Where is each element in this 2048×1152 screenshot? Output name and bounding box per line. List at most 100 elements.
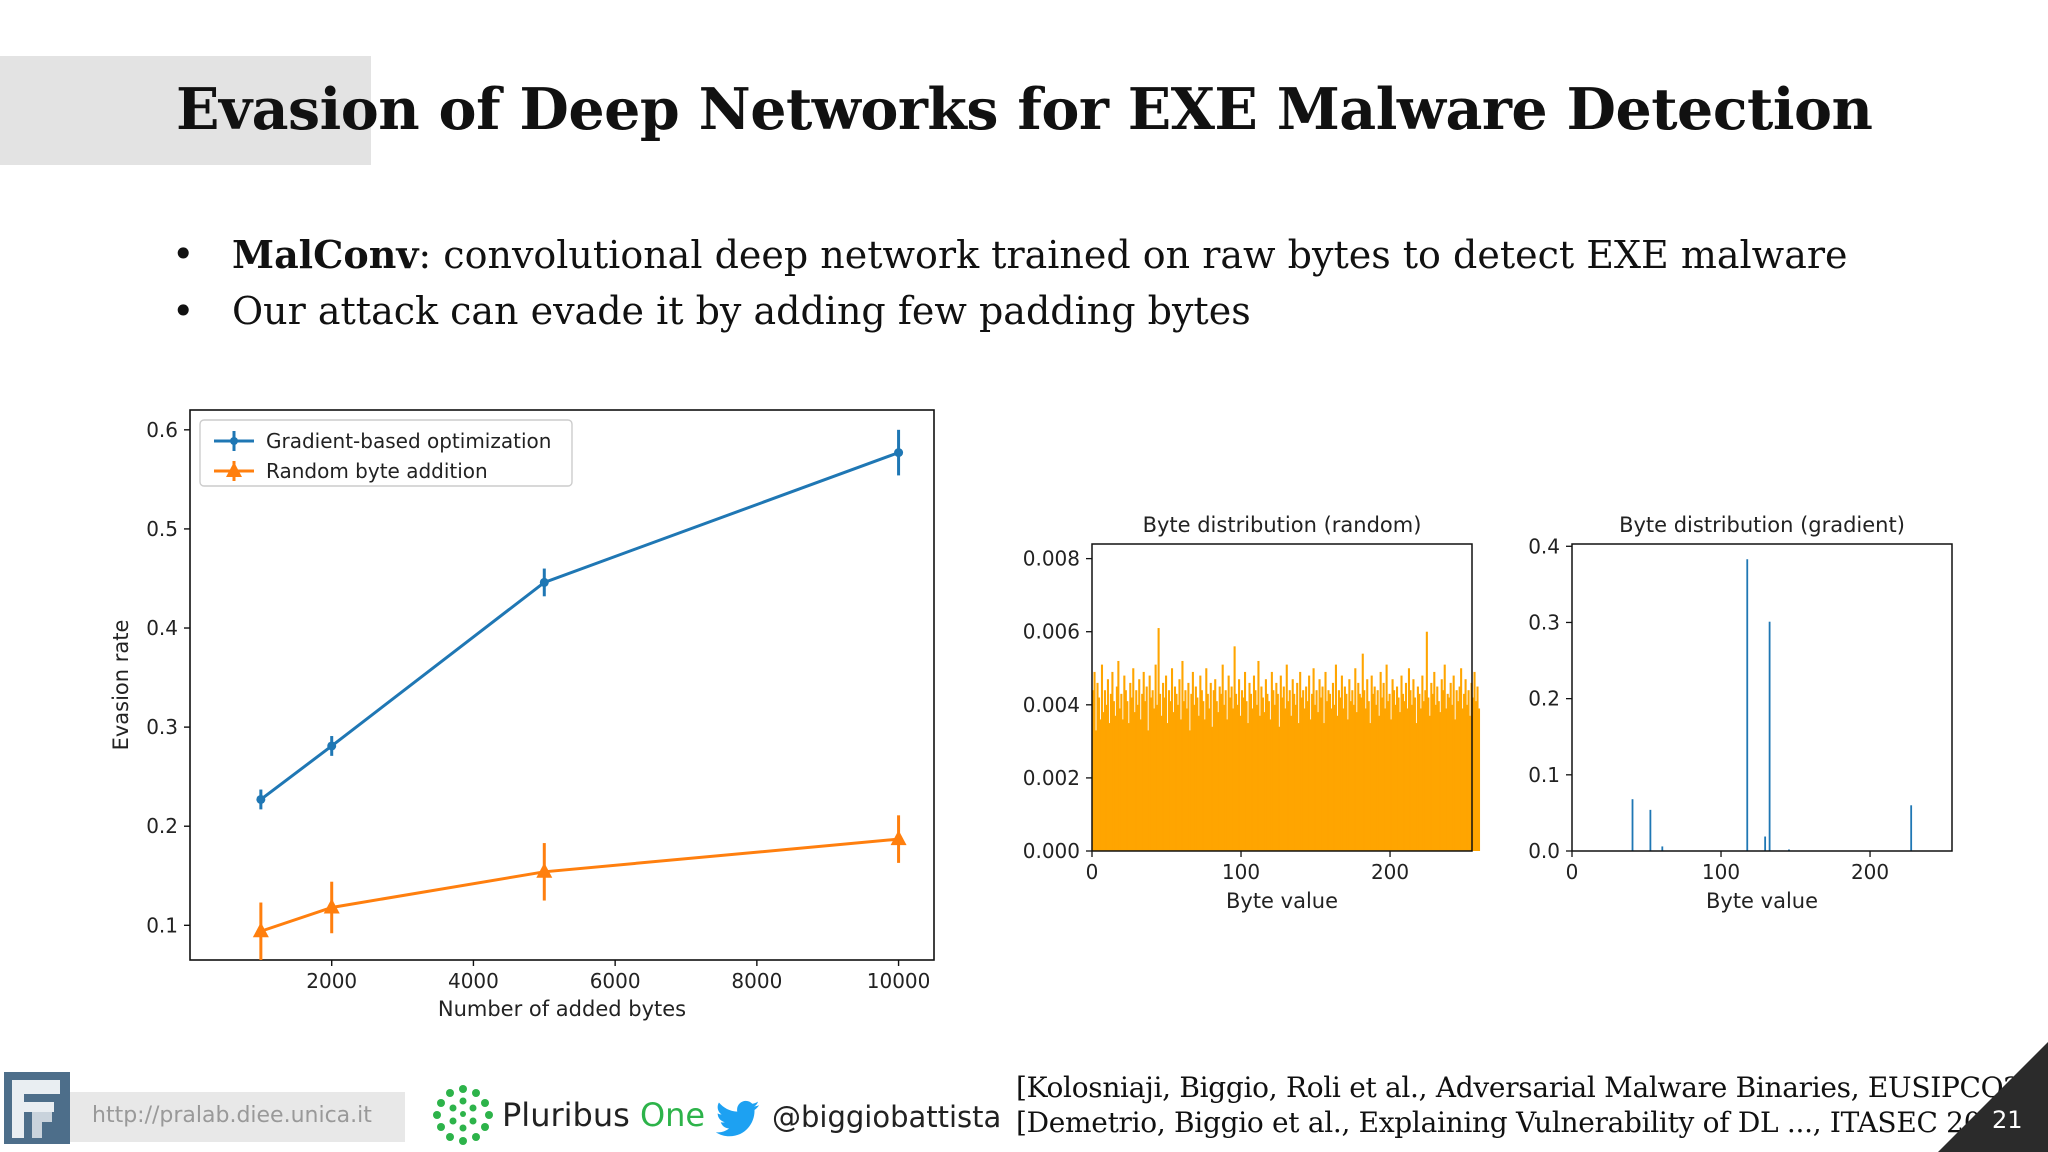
plot-frame	[189, 409, 935, 961]
histogram-bar	[1160, 715, 1163, 851]
histogram-bar	[1291, 679, 1294, 851]
histogram-bar	[1398, 712, 1402, 851]
histogram-bar	[1209, 682, 1212, 851]
histogram-bar	[1437, 701, 1440, 851]
histogram-bar	[1401, 693, 1405, 851]
histogram-bar	[1178, 679, 1181, 851]
bullet-dot: •	[172, 232, 195, 276]
histogram-bar	[1473, 671, 1476, 851]
histogram-bar	[1409, 690, 1412, 851]
y-tick-label: 0.4	[1528, 534, 1560, 558]
histogram-bar	[1202, 701, 1205, 851]
y-axis-label: Evasion rate	[109, 620, 133, 751]
histogram-bar	[1235, 693, 1238, 851]
histogram-bar	[1099, 719, 1102, 851]
histogram-bar	[1145, 686, 1148, 851]
y-tick-label: 0.002	[1023, 766, 1080, 790]
histogram-bar	[1272, 690, 1275, 851]
histogram-bar	[1348, 679, 1351, 851]
histogram-bar	[1428, 715, 1431, 851]
histogram-bar	[1464, 679, 1467, 851]
histogram-bar	[1373, 686, 1376, 851]
histogram-bar	[1188, 730, 1191, 851]
y-tick-label: 0.6	[146, 418, 178, 442]
histogram-bar	[1354, 668, 1357, 851]
histogram-bar	[1112, 701, 1115, 851]
histogram-bar	[1170, 668, 1174, 851]
histogram-bar	[1094, 730, 1098, 851]
histogram-bar	[1092, 690, 1095, 851]
histogram-bar	[1220, 693, 1223, 851]
histogram-bar	[1179, 719, 1183, 851]
histogram-bar	[1413, 697, 1416, 851]
histogram-bar	[1314, 704, 1317, 851]
histogram-bar	[1336, 715, 1339, 851]
histogram-bar	[1331, 682, 1335, 851]
histogram-bar	[1320, 697, 1323, 851]
histogram-bar	[1327, 690, 1330, 851]
histogram-bar	[1416, 686, 1419, 851]
histogram-bar	[1284, 708, 1287, 851]
histogram-bar	[1197, 715, 1200, 851]
histogram-bar	[1390, 719, 1393, 851]
x-tick-label: 8000	[731, 969, 782, 993]
histogram-bar	[1194, 686, 1197, 851]
twitter-handle[interactable]: @biggiobattista	[772, 1100, 1002, 1134]
histogram-bar	[1419, 708, 1422, 851]
histogram-bar	[1317, 712, 1320, 851]
histogram-bar	[1249, 693, 1253, 851]
histogram-bar	[1103, 690, 1107, 851]
histogram-bar	[1407, 668, 1411, 851]
byte-distribution-gradient-chart: 0 100 200 0.0 0.1 0.2 0.3 0.4 Byte distribution …	[1500, 500, 1970, 930]
footer-url[interactable]: http://pralab.diee.unica.it	[92, 1103, 372, 1128]
histogram-bar	[1163, 697, 1166, 851]
data-point	[256, 794, 266, 804]
y-tick-label: 0.0	[1528, 839, 1560, 863]
pralab-logo	[2, 1068, 72, 1148]
histogram-bar	[1467, 690, 1470, 851]
histogram-bar	[1431, 693, 1434, 851]
histogram-bar	[1175, 693, 1178, 851]
bullet-bold-term: MalConv	[232, 232, 419, 277]
histogram-bar	[1472, 697, 1475, 851]
bullet-text: Our attack can evade it by adding few pa…	[232, 289, 1251, 333]
histogram-bar	[1254, 690, 1257, 851]
histogram-bar	[1394, 704, 1397, 851]
data-point	[536, 862, 553, 878]
footer-url-box: http://pralab.diee.unica.it	[70, 1092, 405, 1142]
legend: Gradient-based optimization Random byte a…	[199, 419, 573, 487]
histogram-bar	[1182, 701, 1185, 851]
histogram-bar	[1334, 664, 1337, 851]
plot-frame	[1091, 543, 1473, 852]
histogram-bar	[1436, 686, 1439, 851]
histogram-bar	[1127, 723, 1130, 851]
histogram-bar	[1385, 664, 1388, 851]
histogram-bar	[1404, 682, 1408, 851]
histogram-bar	[1260, 686, 1263, 851]
reference-2: [Demetrio, Biggio et al., Explaining Vul…	[1016, 1106, 2027, 1139]
histogram-bar	[1168, 690, 1171, 851]
histogram-bar	[1764, 836, 1767, 851]
histogram-bar	[1159, 693, 1162, 851]
histogram-bar	[1187, 682, 1190, 851]
histogram-bar	[1246, 723, 1250, 851]
histogram-bar	[1221, 664, 1224, 851]
histogram-bar	[1196, 697, 1199, 851]
histogram-bar	[1181, 660, 1184, 851]
histogram-bar	[1375, 704, 1378, 851]
histogram-bar	[1299, 671, 1302, 851]
histogram-bar	[1117, 660, 1120, 851]
histogram-bar	[1266, 693, 1269, 851]
histogram-bar	[1097, 697, 1101, 851]
histogram-bar	[1206, 693, 1209, 851]
histogram-bar	[1422, 701, 1425, 851]
x-tick-label: 100	[1222, 860, 1260, 884]
histogram-bar	[1322, 723, 1326, 851]
histogram-bar	[1454, 719, 1457, 851]
histogram-bar	[1343, 686, 1346, 851]
histogram-bar	[1230, 686, 1233, 851]
histogram-bar	[1452, 675, 1455, 851]
histogram-bar	[1330, 708, 1333, 851]
histogram-bar	[1199, 675, 1202, 851]
x-axis-label: Byte value	[1226, 889, 1338, 913]
